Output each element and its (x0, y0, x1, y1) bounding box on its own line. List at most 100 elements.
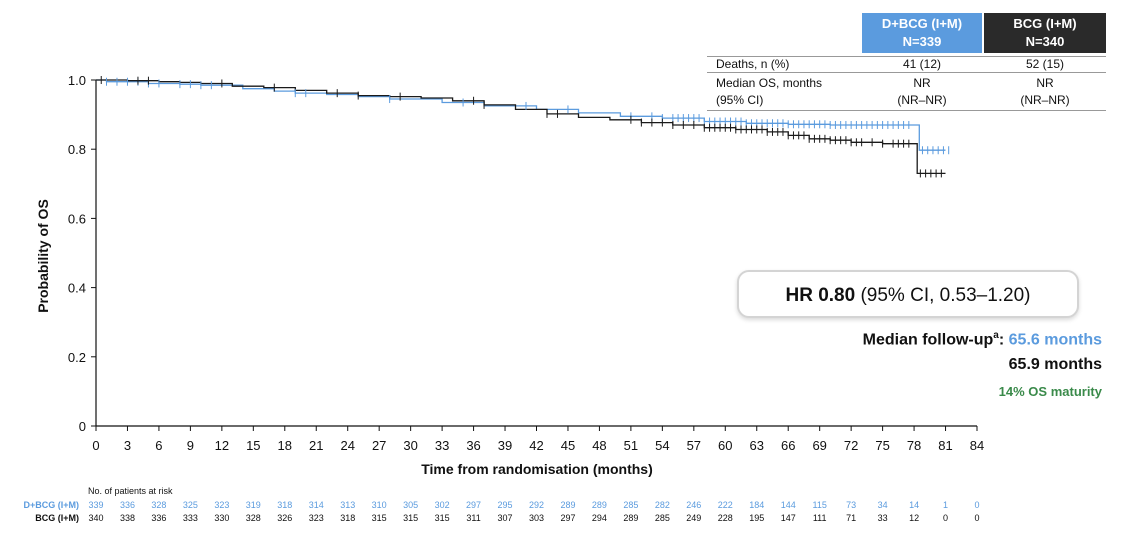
risk-value: 249 (686, 513, 701, 523)
risk-value: 323 (214, 500, 229, 510)
os-maturity: 14% OS maturity (998, 384, 1102, 399)
risk-value: 73 (846, 500, 856, 510)
x-tick-label: 48 (592, 438, 606, 453)
x-tick-label: 42 (529, 438, 543, 453)
risk-value: 12 (909, 513, 919, 523)
x-tick-label: 63 (750, 438, 764, 453)
x-tick-label: 24 (340, 438, 354, 453)
hazard-ratio-box: HR 0.80 (95% CI, 0.53–1.20) (737, 270, 1079, 318)
risk-value: 328 (151, 500, 166, 510)
x-tick-label: 54 (655, 438, 669, 453)
risk-value: 292 (529, 500, 544, 510)
risk-value: 340 (88, 513, 103, 523)
risk-value: 315 (435, 513, 450, 523)
risk-value: 319 (246, 500, 261, 510)
y-tick-label: 1.0 (68, 73, 86, 88)
x-tick-label: 60 (718, 438, 732, 453)
risk-value: 318 (340, 513, 355, 523)
risk-value: 0 (943, 513, 948, 523)
risk-row-label: D+BCG (I+M) (23, 500, 79, 510)
risk-value: 333 (183, 513, 198, 523)
risk-value: 315 (372, 513, 387, 523)
y-axis-label: Probability of OS (35, 199, 51, 313)
x-tick-label: 33 (435, 438, 449, 453)
y-tick-label: 0.2 (68, 350, 86, 365)
risk-value: 307 (498, 513, 513, 523)
hr-value: HR 0.80 (785, 285, 856, 306)
risk-value: 297 (466, 500, 481, 510)
curve-dbcg (96, 79, 946, 151)
risk-table-title: No. of patients at risk (88, 486, 173, 496)
risk-table: No. of patients at risk D+BCG (I+M) 339 336… (23, 486, 979, 523)
risk-value: 315 (403, 513, 418, 523)
risk-value: 305 (403, 500, 418, 510)
x-tick-label: 27 (372, 438, 386, 453)
x-tick-label: 66 (781, 438, 795, 453)
table-header-bcg: BCG (I+M) N=340 (984, 13, 1106, 53)
risk-value: 311 (466, 513, 480, 523)
curve-bcg (96, 79, 946, 175)
x-tick-label: 81 (938, 438, 952, 453)
risk-value: 282 (655, 500, 670, 510)
x-tick-label: 0 (92, 438, 99, 453)
x-axis-label: Time from randomisation (months) (421, 461, 653, 477)
x-tick-label: 72 (844, 438, 858, 453)
table-rule (707, 110, 1106, 111)
censor-marks (100, 76, 950, 178)
x-tick-label: 57 (687, 438, 701, 453)
risk-value: 147 (781, 513, 796, 523)
table-header-dbcg: D+BCG (I+M) N=339 (862, 13, 982, 53)
risk-value: 289 (623, 513, 638, 523)
x-tick-label: 18 (278, 438, 292, 453)
header-n: N=339 (902, 34, 942, 49)
x-tick-label: 21 (309, 438, 323, 453)
risk-value: 339 (88, 500, 103, 510)
risk-value: 71 (846, 513, 856, 523)
followup-line1: Median follow-upa: 65.6 months (863, 330, 1102, 349)
risk-value: 14 (909, 500, 919, 510)
header-label: D+BCG (I+M) (881, 16, 963, 31)
risk-value: 285 (623, 500, 638, 510)
x-tick-label: 51 (624, 438, 638, 453)
risk-value: 0 (974, 513, 979, 523)
risk-value: 144 (781, 500, 796, 510)
header-label: BCG (I+M) (1013, 16, 1077, 31)
risk-value: 1 (943, 500, 948, 510)
risk-value: 285 (655, 513, 670, 523)
x-tick-label: 6 (155, 438, 162, 453)
chart-axes: 0 3 6 9 12 15 18 21 24 27 30 33 36 39 42 45 48 51 54 57 60 63… (68, 73, 984, 453)
header-n: N=340 (1025, 34, 1065, 49)
x-tick-label: 69 (812, 438, 826, 453)
risk-value: 222 (718, 500, 733, 510)
risk-value: 34 (878, 500, 888, 510)
risk-value: 313 (340, 500, 355, 510)
row-value-deaths-bcg: 52 (15) (1025, 57, 1065, 71)
hr-ci: (95% CI, 0.53–1.20) (855, 285, 1031, 306)
x-tick-label: 15 (246, 438, 260, 453)
followup-value-bcg: 65.9 months (1008, 356, 1102, 373)
row-value-ci-bcg: (NR–NR) (1020, 93, 1070, 107)
survival-curves (96, 79, 946, 175)
x-tick-label: 30 (403, 438, 417, 453)
risk-value: 336 (151, 513, 166, 523)
x-tick-label: 45 (561, 438, 575, 453)
y-tick-label: 0.6 (68, 211, 86, 226)
risk-value: 0 (974, 500, 979, 510)
table-rule (707, 56, 1106, 57)
x-tick-label: 75 (875, 438, 889, 453)
risk-value: 328 (246, 513, 261, 523)
risk-value: 295 (498, 500, 513, 510)
x-tick-label: 78 (907, 438, 921, 453)
risk-value: 318 (277, 500, 292, 510)
risk-value: 310 (372, 500, 387, 510)
row-value-deaths-dbcg: 41 (12) (902, 57, 942, 71)
x-tick-label: 39 (498, 438, 512, 453)
risk-value: 115 (812, 500, 826, 510)
row-value-ci-dbcg: (NR–NR) (897, 93, 947, 107)
y-tick-label: 0 (79, 419, 86, 434)
risk-value: 336 (120, 500, 135, 510)
risk-value: 184 (749, 500, 764, 510)
table-rule (707, 72, 1106, 73)
risk-value: 228 (718, 513, 733, 523)
row-label-ci: (95% CI) (716, 93, 764, 107)
